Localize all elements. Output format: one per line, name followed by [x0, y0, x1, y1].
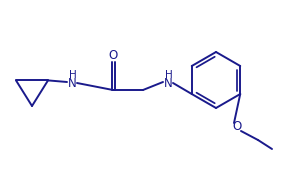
Text: N: N [68, 76, 76, 90]
Text: O: O [108, 48, 118, 62]
Text: N: N [164, 76, 172, 90]
Text: O: O [232, 120, 242, 134]
Text: H: H [165, 70, 173, 80]
Text: H: H [69, 70, 77, 80]
